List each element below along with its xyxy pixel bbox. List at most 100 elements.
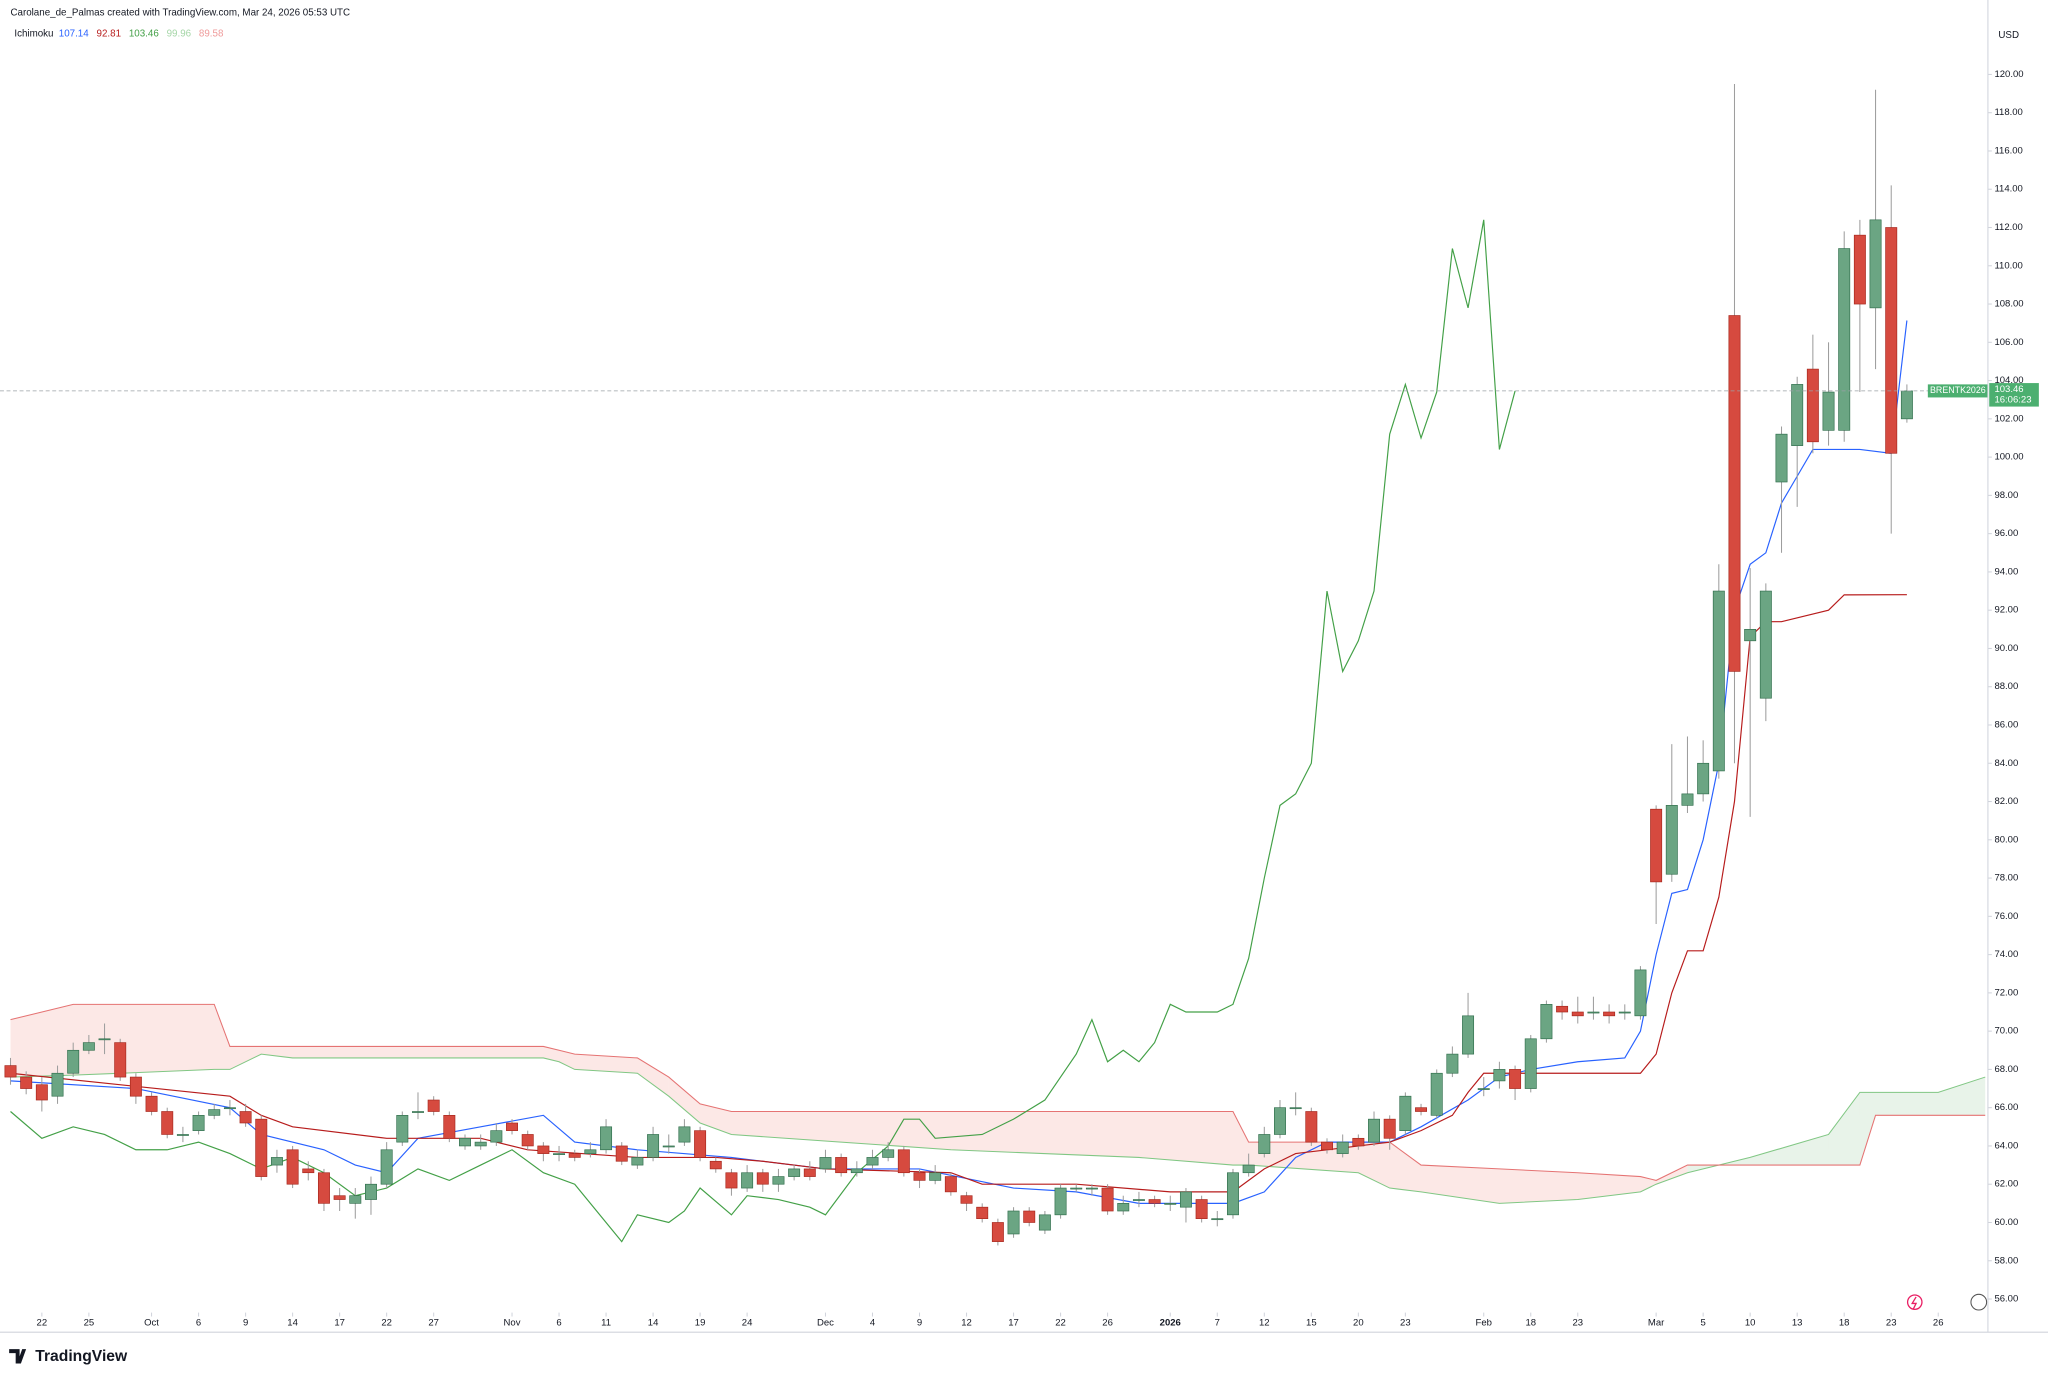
candle-body [991,1222,1004,1242]
attribution: Carolane_de_Palmas created with TradingV… [10,8,350,19]
cloud-fill [292,1046,544,1058]
x-tick-label: 13 [1792,1318,1803,1329]
legend-value: 103.46 [129,29,159,40]
x-tick-label: 11 [601,1318,611,1329]
candle-body [913,1172,926,1181]
candle-body [1571,1011,1584,1017]
candle-body [1728,315,1741,672]
y-tick-label: 70.00 [1994,1026,2018,1037]
x-tick-label: 7 [1215,1318,1220,1329]
candle-body [882,1149,895,1158]
candle-body [223,1107,236,1110]
candle-body [20,1076,33,1089]
y-tick-label: 82.00 [1994,796,2018,807]
candle-body [1900,390,1913,420]
candle-body [897,1149,910,1174]
candle-body [600,1126,613,1151]
candle-body [1164,1203,1177,1205]
cloud-fill [1828,1092,1860,1166]
candle-body [1618,1011,1631,1014]
candle-body [1509,1069,1522,1089]
settings-icon[interactable] [1970,1293,1988,1311]
candle-body [537,1145,550,1154]
candle-body [1321,1141,1333,1151]
candle-body [929,1172,942,1181]
legend-value: 89.58 [199,29,224,40]
cloud-fill [1875,1092,1939,1116]
y-tick-label: 110.00 [1994,260,2022,271]
candle-body [1132,1199,1145,1201]
x-tick-label: 26 [1933,1318,1944,1329]
cloud-fill [1750,1134,1829,1166]
candle-body [1085,1187,1098,1190]
x-tick-label: 18 [1525,1318,1536,1329]
x-tick-label: 20 [1353,1318,1364,1329]
y-tick-label: 76.00 [1994,911,2018,922]
candle-body [584,1149,597,1154]
cloud-span-b [10,1003,1986,1181]
cloud-fill [950,1111,1139,1158]
candle-body [835,1157,848,1174]
candle-body [412,1111,424,1113]
candle-body [803,1168,816,1177]
currency-label: USD [1998,30,2019,41]
x-tick-label: 9 [917,1318,922,1329]
candle-body [317,1172,330,1204]
candle-body [944,1176,957,1193]
candle-body [1258,1134,1271,1154]
candle-body [741,1172,754,1189]
candle-body [427,1099,440,1112]
y-tick-label: 62.00 [1994,1179,2018,1190]
candle-body [1179,1191,1192,1208]
y-tick-label: 88.00 [1994,681,2018,692]
x-tick-label: Feb [1476,1318,1492,1329]
legend-value: 92.81 [97,29,121,40]
candle-body [1650,808,1663,883]
candle-body [176,1134,189,1136]
candle-body [1430,1072,1443,1116]
x-tick-label: 22 [381,1318,392,1329]
candle-body [1446,1053,1459,1074]
candle-body [647,1134,660,1158]
candle-body [756,1172,769,1185]
candle-body [521,1134,534,1147]
candle-body [349,1195,362,1204]
y-tick-label: 64.00 [1994,1140,2018,1151]
cloud-fill [1421,1165,1500,1204]
candle-body [850,1168,863,1174]
candle-body [960,1195,973,1204]
candle-body [568,1153,581,1158]
candle-body [1681,793,1694,806]
x-tick-label: 18 [1839,1318,1850,1329]
cloud-fill [668,1077,701,1123]
candle-body [1399,1095,1412,1131]
candle-body [1070,1187,1083,1190]
candle-body [1869,219,1882,309]
candle-body [459,1137,471,1147]
legend-value: 99.96 [167,29,192,40]
candle-body [474,1141,487,1147]
candle-body [192,1115,205,1131]
x-tick-label: 22 [37,1318,48,1329]
candle-body [365,1183,377,1200]
candle-body [239,1111,252,1124]
candle-body [1540,1004,1553,1040]
candle-body [1038,1214,1051,1231]
alert-icon[interactable] [1906,1294,1923,1310]
candle-body [145,1095,158,1112]
cloud-fill [1499,1168,1578,1204]
symbol-label: BRENTK2026 [1930,385,1986,395]
candle-body [1023,1210,1036,1223]
y-tick-label: 78.00 [1994,873,2018,884]
x-tick-label: 4 [870,1318,876,1329]
candle-body [1556,1005,1569,1013]
candle-body [286,1149,299,1185]
candle-body [1148,1199,1161,1204]
y-tick-label: 96.00 [1994,528,2018,539]
y-tick-label: 92.00 [1994,605,2018,616]
candle-body [709,1160,722,1170]
candle-body [129,1076,142,1097]
candle-body [1289,1107,1302,1110]
candle-body [1697,762,1710,795]
x-tick-label: 12 [1259,1318,1270,1329]
